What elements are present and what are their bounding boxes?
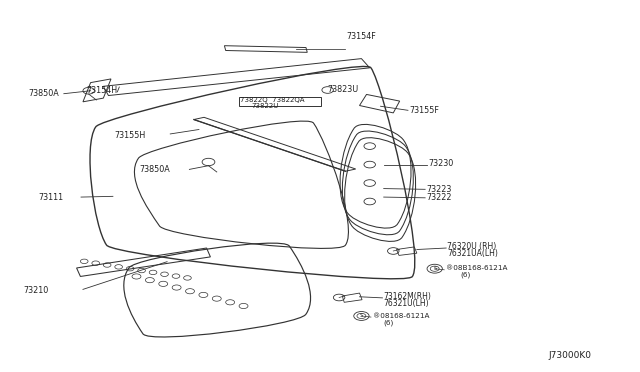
Text: S: S (433, 266, 436, 271)
Text: 73111: 73111 (38, 193, 63, 202)
Text: 73850A: 73850A (139, 165, 170, 174)
Text: 76321U(LH): 76321U(LH) (384, 299, 429, 308)
Text: ®08B168-6121A: ®08B168-6121A (445, 265, 507, 271)
Text: 73155H: 73155H (115, 131, 146, 140)
Text: 76321UA(LH): 76321UA(LH) (447, 249, 499, 258)
Text: 73822U: 73822U (251, 103, 278, 109)
Text: J73000K0: J73000K0 (548, 351, 591, 360)
Text: 73822Q  73822QA: 73822Q 73822QA (241, 97, 305, 103)
Text: 73222: 73222 (426, 193, 452, 202)
Text: 73850A: 73850A (28, 89, 59, 98)
Text: 73155F: 73155F (409, 106, 439, 115)
Text: 73210: 73210 (24, 286, 49, 295)
Text: (6): (6) (384, 320, 394, 326)
Text: 73154F: 73154F (347, 32, 376, 41)
Text: S: S (360, 314, 363, 318)
Text: 73230: 73230 (428, 158, 454, 168)
Text: 73162M(RH): 73162M(RH) (384, 292, 431, 301)
Text: ®08168-6121A: ®08168-6121A (373, 313, 429, 319)
Text: 73223: 73223 (426, 185, 452, 194)
Text: 73154H: 73154H (87, 86, 118, 95)
Text: 76320U (RH): 76320U (RH) (447, 242, 497, 251)
Text: (6): (6) (460, 271, 470, 278)
Text: 73823U: 73823U (328, 85, 359, 94)
